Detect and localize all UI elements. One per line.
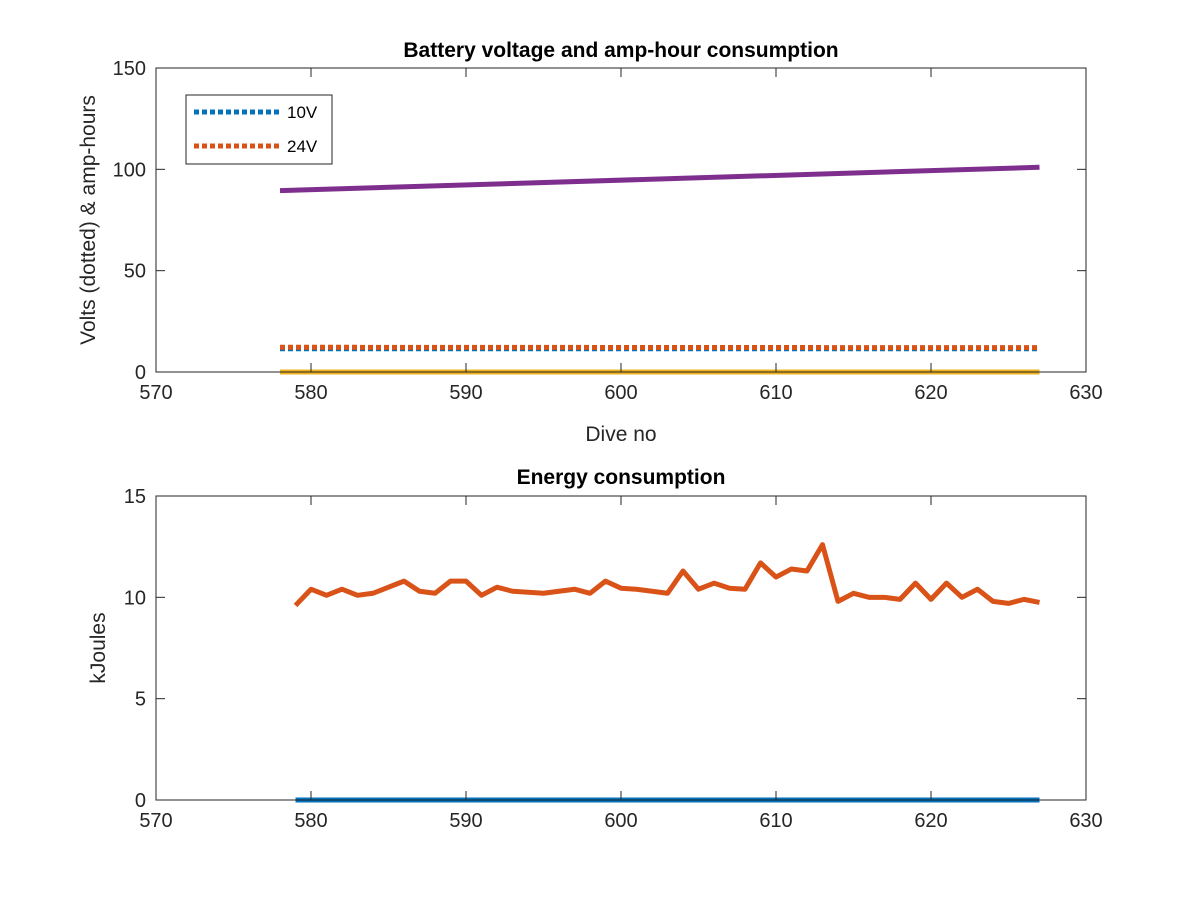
- voltage-ah-xlabel: Dive no: [585, 423, 656, 446]
- voltage-ah-xtick-label: 630: [1069, 382, 1102, 404]
- legend-box: [185, 94, 333, 165]
- voltage-ah-xtick-label: 590: [449, 382, 482, 404]
- energy-ytick-label: 5: [135, 689, 146, 711]
- energy-ticks: 570 580 590 600 610 620 630 0 5 10 15: [124, 486, 1103, 832]
- voltage-ah-xtick-label: 610: [759, 382, 792, 404]
- voltage-ah-ytick-label: 150: [113, 58, 146, 80]
- energy-title: Energy consumption: [517, 466, 726, 489]
- voltage-ah-ticks: 570 580 590 600 610 620 630 0 50 100 150: [113, 58, 1103, 404]
- voltage-ah-xtick-label: 570: [139, 382, 172, 404]
- legend: 10V 24V: [185, 94, 333, 165]
- energy-xtick-label: 600: [604, 810, 637, 832]
- voltage-ah-ytick-label: 50: [124, 261, 146, 283]
- energy-ylabel: kJoules: [87, 612, 110, 683]
- voltage-ah-xtick-label: 600: [604, 382, 637, 404]
- energy-plot-area: [156, 496, 1086, 800]
- energy-xtick-label: 570: [139, 810, 172, 832]
- voltage-ah-xtick-label: 580: [294, 382, 327, 404]
- voltage-ah-ylabel: Volts (dotted) & amp-hours: [77, 95, 100, 345]
- energy-xtick-label: 630: [1069, 810, 1102, 832]
- legend-label-10v: 10V: [287, 103, 318, 122]
- voltage-ah-axes: 570 580 590 600 610 620 630 0 50 100 150 Battery v…: [77, 39, 1103, 446]
- energy-ytick-label: 10: [124, 587, 146, 609]
- voltage-ah-xtick-label: 620: [914, 382, 947, 404]
- energy-xtick-label: 610: [759, 810, 792, 832]
- voltage-ah-ytick-label: 0: [135, 362, 146, 384]
- voltage-ah-ytick-label: 100: [113, 159, 146, 181]
- energy-series-line-0: [293, 542, 1040, 608]
- energy-xtick-label: 620: [914, 810, 947, 832]
- voltage-ah-title: Battery voltage and amp-hour consumption: [403, 39, 838, 62]
- energy-ytick-label: 15: [124, 486, 146, 508]
- energy-xtick-label: 590: [449, 810, 482, 832]
- legend-label-24v: 24V: [287, 137, 318, 156]
- energy-ytick-label: 0: [135, 790, 146, 812]
- energy-axes: 570 580 590 600 610 620 630 0 5 10 15 Energy consu…: [87, 466, 1103, 832]
- voltage-ah-series-line-2: [279, 164, 1040, 194]
- energy-xtick-label: 580: [294, 810, 327, 832]
